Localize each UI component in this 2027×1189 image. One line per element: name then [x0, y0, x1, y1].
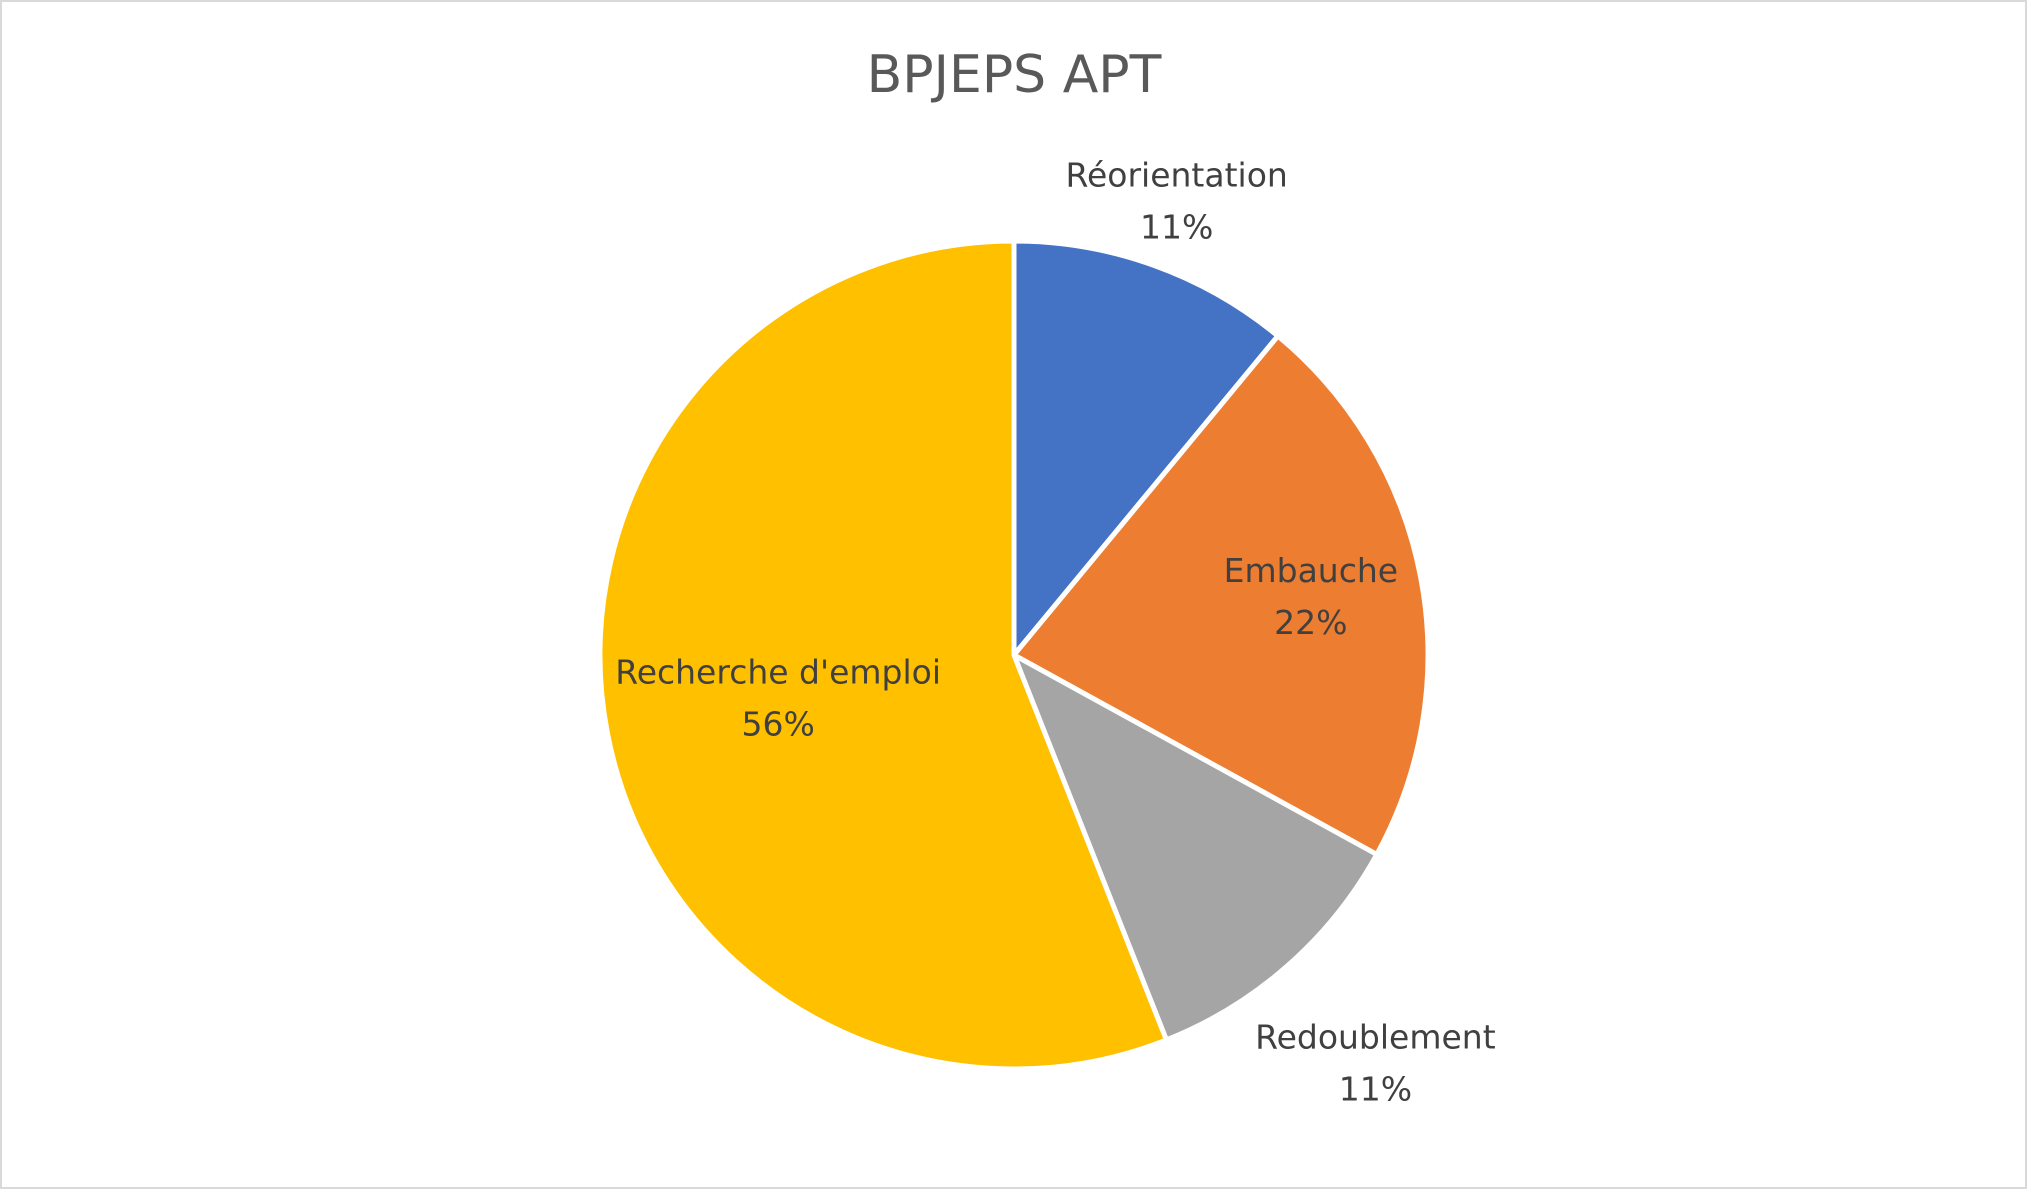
pie — [597, 238, 1431, 1072]
slice-label: Réorientation — [1066, 156, 1288, 195]
slice-label: Recherche d'emploi — [615, 652, 941, 691]
value-label: 22% — [1274, 603, 1347, 642]
pie-slice — [1011, 333, 1431, 857]
pie-slice — [1011, 652, 1380, 1043]
value-label: 11% — [1140, 208, 1213, 247]
value-label: 56% — [741, 704, 814, 743]
data-labels: Réorientation 11% Embauche 22% Redoublement 1… — [615, 156, 1495, 1109]
slice-label: Redoublement — [1255, 1017, 1496, 1056]
pie-slice — [597, 238, 1169, 1072]
slice-label: Embauche — [1224, 551, 1398, 590]
chart-title: BPJEPS APT — [867, 45, 1162, 105]
value-label: 11% — [1339, 1069, 1412, 1108]
pie-slice — [1011, 238, 1281, 658]
